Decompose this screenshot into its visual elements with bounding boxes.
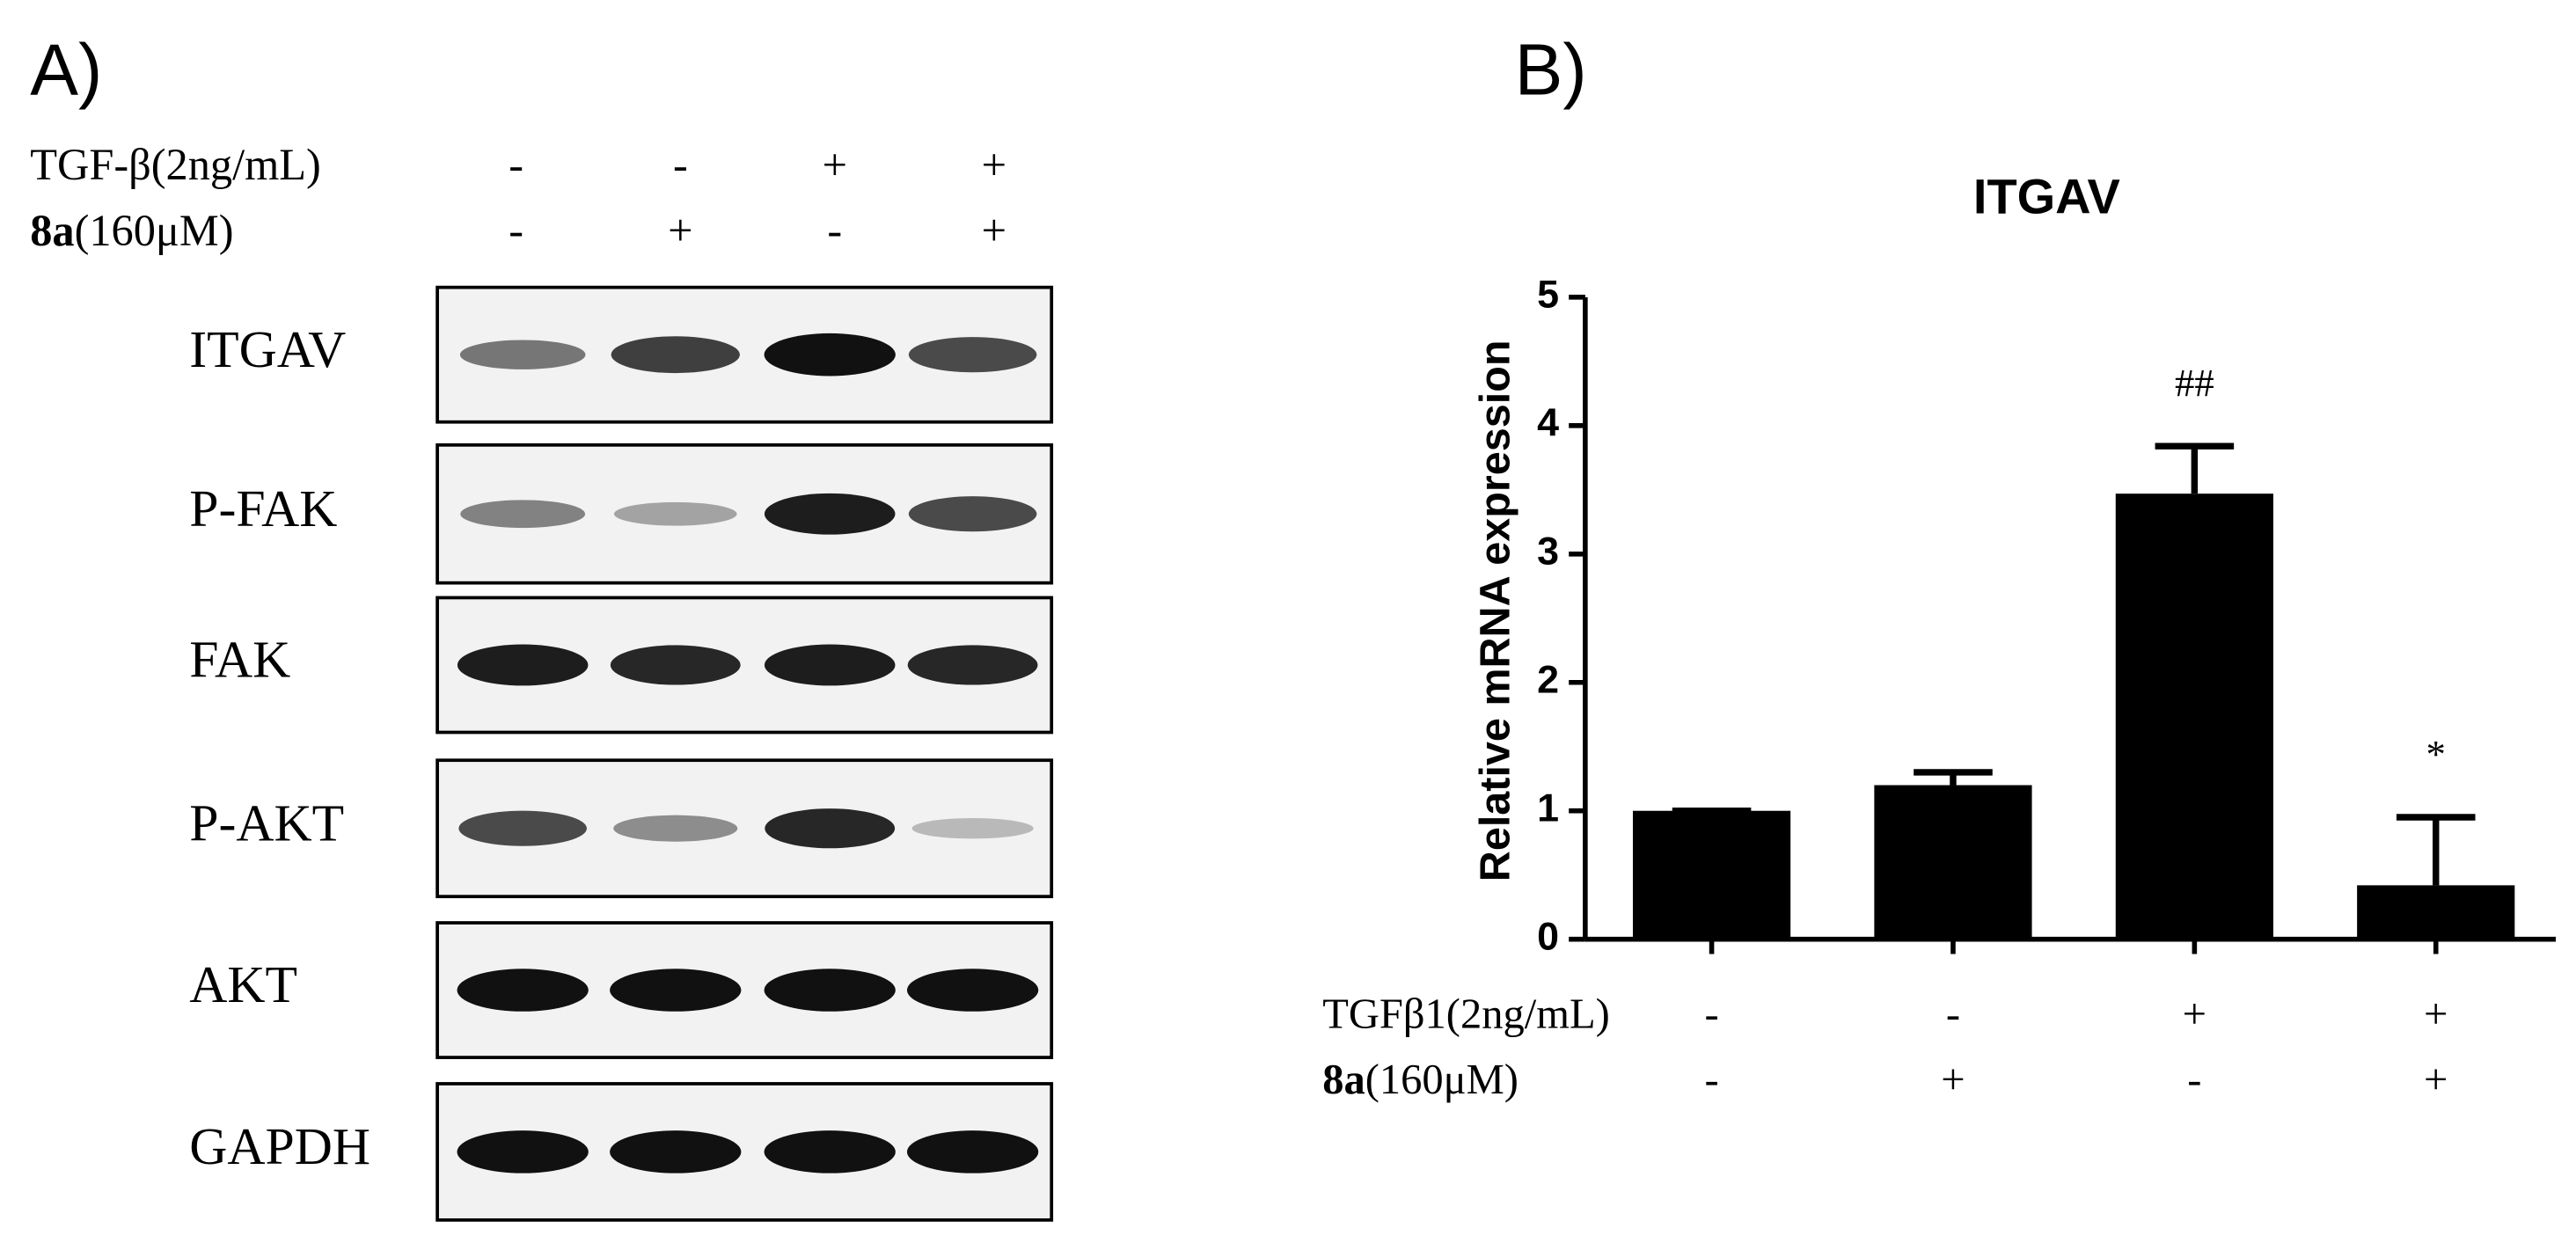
treatment-sign: + bbox=[2183, 991, 2206, 1037]
treatment-sign: - bbox=[2187, 1057, 2201, 1103]
panel-label: A) bbox=[30, 31, 102, 111]
blot-band bbox=[907, 645, 1038, 685]
blot-band bbox=[908, 496, 1037, 532]
y-tick-label: 4 bbox=[1537, 401, 1559, 445]
y-tick-label: 3 bbox=[1537, 530, 1559, 574]
treatment-label-text: TGFβ1(2ng/mL) bbox=[1322, 991, 1610, 1037]
bar bbox=[1632, 810, 1791, 940]
y-axis-label: Relative mRNA expression bbox=[1472, 340, 1519, 882]
blot-band bbox=[613, 501, 737, 526]
treatment-sign: - bbox=[1704, 1057, 1718, 1103]
treatment-label: 8a(160μM) bbox=[30, 205, 233, 254]
blot-band bbox=[457, 644, 589, 686]
treatment-label: TGFβ1(2ng/mL) bbox=[1322, 991, 1610, 1037]
blot-band bbox=[458, 810, 587, 846]
blot-band bbox=[765, 808, 896, 849]
error-bar bbox=[2155, 442, 2235, 494]
treatment-sign: - bbox=[827, 205, 842, 254]
y-tick-label: 2 bbox=[1537, 658, 1559, 702]
treatment-sign: + bbox=[982, 205, 1006, 254]
blot-band bbox=[908, 337, 1037, 373]
blot-band bbox=[610, 645, 741, 685]
blot-band bbox=[764, 644, 896, 686]
treatment-label-text: (160μM) bbox=[75, 205, 234, 254]
blot-band bbox=[911, 818, 1034, 839]
blot-label: GAPDH bbox=[189, 1117, 370, 1175]
blot-band bbox=[457, 1130, 589, 1174]
bar-annotation: * bbox=[2426, 732, 2446, 776]
bar bbox=[1874, 785, 2032, 940]
treatment-sign: + bbox=[823, 140, 847, 189]
y-tick-label: 5 bbox=[1537, 273, 1559, 317]
error-bar bbox=[2396, 814, 2476, 886]
bar bbox=[2357, 885, 2515, 940]
treatment-label-bold: 8a bbox=[1322, 1057, 1365, 1103]
treatment-sign: + bbox=[668, 205, 692, 254]
blot-band bbox=[610, 969, 742, 1012]
y-tick-label: 0 bbox=[1537, 915, 1559, 959]
treatment-label-bold: 8a bbox=[30, 205, 74, 254]
blot-label: P-FAK bbox=[189, 479, 337, 537]
treatment-sign: - bbox=[1704, 991, 1718, 1037]
blot-band bbox=[764, 969, 896, 1012]
bar-annotation: ## bbox=[2175, 361, 2214, 405]
blot-band bbox=[610, 1130, 742, 1174]
blot-band bbox=[611, 336, 740, 374]
treatment-sign: - bbox=[509, 140, 523, 189]
blot-band bbox=[906, 1130, 1039, 1174]
chart-title: ITGAV bbox=[1973, 169, 2120, 224]
treatment-label: 8a(160μM) bbox=[1322, 1057, 1519, 1103]
panel-label: B) bbox=[1515, 31, 1587, 111]
treatment-sign: + bbox=[982, 140, 1006, 189]
treatment-label: TGF-β(2ng/mL) bbox=[30, 140, 321, 189]
blot-band bbox=[457, 969, 589, 1012]
blot-band bbox=[764, 1130, 896, 1174]
blot-band bbox=[906, 969, 1039, 1012]
treatment-sign: + bbox=[2424, 1057, 2448, 1103]
blot-band bbox=[613, 815, 738, 842]
treatment-sign: + bbox=[1941, 1057, 1965, 1103]
treatment-label-text: (160μM) bbox=[1365, 1057, 1519, 1103]
treatment-label-text: TGF-β(2ng/mL) bbox=[30, 140, 321, 189]
treatment-sign: - bbox=[509, 205, 523, 254]
blot-band bbox=[764, 333, 896, 377]
error-bar bbox=[1914, 769, 1993, 786]
blot-label: FAK bbox=[189, 631, 290, 689]
blot-band bbox=[764, 493, 896, 535]
blot-label: AKT bbox=[189, 955, 297, 1013]
y-tick-label: 1 bbox=[1537, 786, 1559, 830]
treatment-sign: - bbox=[673, 140, 688, 189]
bar bbox=[2115, 494, 2273, 940]
blot-band bbox=[459, 340, 586, 369]
treatment-sign: + bbox=[2424, 991, 2448, 1037]
blot-label: ITGAV bbox=[189, 320, 346, 378]
treatment-sign: - bbox=[1946, 991, 1960, 1037]
blot-label: P-AKT bbox=[189, 793, 344, 852]
blot-band bbox=[460, 500, 586, 529]
